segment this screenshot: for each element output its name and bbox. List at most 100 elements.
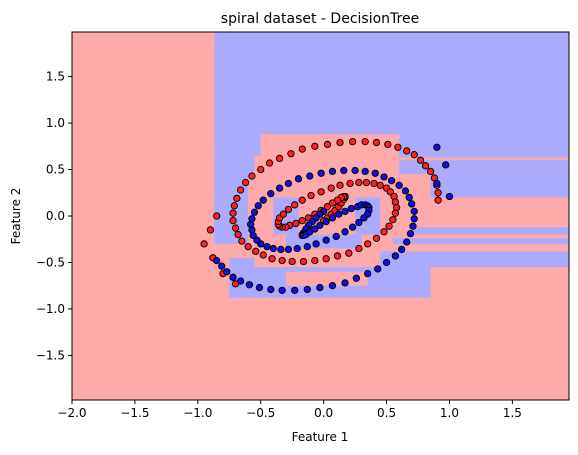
data-point-blue xyxy=(278,286,286,294)
data-point-blue xyxy=(374,265,382,273)
data-point-blue xyxy=(275,184,284,192)
data-point-red xyxy=(252,247,260,255)
x-tick-label: 0.0 xyxy=(314,406,333,420)
data-point-red xyxy=(307,191,315,200)
data-point-red xyxy=(362,178,371,187)
data-point-blue xyxy=(340,166,348,175)
data-point-red xyxy=(298,145,306,153)
data-point-blue xyxy=(398,245,406,254)
data-point-red xyxy=(229,216,237,225)
data-point-blue xyxy=(332,232,340,241)
x-tick-label: 1.0 xyxy=(440,406,459,420)
data-point-blue xyxy=(445,192,454,201)
data-point-blue xyxy=(312,240,320,248)
data-point-blue xyxy=(250,208,259,216)
data-point-blue xyxy=(352,274,361,282)
data-point-blue xyxy=(433,143,441,151)
data-point-red xyxy=(275,154,284,163)
data-point-red xyxy=(346,179,354,188)
data-point-blue xyxy=(364,269,372,278)
data-point-red xyxy=(323,203,332,211)
data-point-red xyxy=(336,181,344,189)
data-point-red xyxy=(328,199,337,207)
decision-region-blue xyxy=(380,251,569,268)
x-tick-label: −0.5 xyxy=(246,406,275,420)
data-point-blue xyxy=(341,207,349,216)
data-point-blue xyxy=(322,217,330,226)
data-point-red xyxy=(380,228,388,236)
data-point-blue xyxy=(401,187,410,195)
data-point-blue xyxy=(347,204,355,213)
x-tick-label: 0.5 xyxy=(377,406,396,420)
data-point-blue xyxy=(267,285,275,294)
data-point-red xyxy=(327,184,335,192)
data-point-red xyxy=(231,224,240,232)
data-point-blue xyxy=(433,179,441,188)
data-point-blue xyxy=(348,223,357,231)
data-point-blue xyxy=(410,215,418,223)
data-point-red xyxy=(385,222,393,230)
data-point-red xyxy=(348,138,357,146)
data-point-blue xyxy=(255,283,264,292)
data-point-blue xyxy=(405,193,413,202)
data-point-red xyxy=(298,196,306,204)
data-point-red xyxy=(233,194,241,202)
decision-regions xyxy=(72,32,569,400)
y-tick-label: 0.5 xyxy=(46,163,65,177)
data-point-red xyxy=(364,240,372,248)
data-point-red xyxy=(317,188,325,196)
data-point-blue xyxy=(245,281,254,289)
data-point-red xyxy=(386,188,394,196)
decision-region-red xyxy=(392,245,569,252)
data-point-red xyxy=(213,212,221,220)
decision-region-red xyxy=(254,197,274,249)
decision-region-blue xyxy=(214,155,255,198)
x-tick-label: −2.0 xyxy=(57,406,86,420)
data-point-red xyxy=(426,167,435,176)
data-point-red xyxy=(206,226,215,234)
data-point-red xyxy=(234,230,242,239)
data-point-blue xyxy=(395,181,403,189)
data-point-red xyxy=(230,202,238,210)
data-point-blue xyxy=(277,245,285,254)
data-point-red xyxy=(370,179,378,188)
data-point-red xyxy=(299,257,308,266)
data-point-red xyxy=(278,256,286,265)
data-point-blue xyxy=(269,244,277,253)
data-point-red xyxy=(391,209,400,217)
data-point-blue xyxy=(248,215,256,223)
data-point-blue xyxy=(293,244,301,253)
data-point-blue xyxy=(311,225,319,233)
decision-region-blue xyxy=(392,238,569,244)
data-point-red xyxy=(287,150,295,158)
data-point-red xyxy=(291,201,299,209)
y-axis-label: Feature 2 xyxy=(9,188,23,245)
data-point-blue xyxy=(229,273,237,281)
data-point-blue xyxy=(328,214,337,222)
data-point-blue xyxy=(406,230,415,238)
plot-area xyxy=(71,31,570,401)
data-point-red xyxy=(200,240,208,248)
y-axis: −1.5 −1.0 −0.5 0.0 0.5 1.0 1.5 xyxy=(36,70,72,362)
data-point-blue xyxy=(263,243,271,251)
data-point-blue xyxy=(253,236,261,244)
decision-region-red xyxy=(392,216,569,228)
data-point-blue xyxy=(267,190,275,198)
data-point-red xyxy=(372,138,381,147)
data-point-red xyxy=(355,178,363,187)
data-point-blue xyxy=(213,256,221,265)
data-point-red xyxy=(376,181,384,189)
data-point-blue xyxy=(291,286,299,294)
data-point-blue xyxy=(294,175,303,183)
x-axis-label: Feature 1 xyxy=(292,430,349,444)
data-point-blue xyxy=(382,258,391,267)
data-points xyxy=(200,138,454,294)
data-point-blue xyxy=(341,279,349,287)
data-point-blue xyxy=(387,177,396,185)
x-axis: −2.0 −1.5 −1.0 −0.5 0.0 0.5 1.0 1.5 xyxy=(57,400,522,420)
data-point-blue xyxy=(322,236,330,244)
y-tick-label: 1.0 xyxy=(46,116,65,130)
x-tick-label: −1.0 xyxy=(183,406,212,420)
data-point-blue xyxy=(316,283,324,292)
data-point-red xyxy=(389,216,397,224)
